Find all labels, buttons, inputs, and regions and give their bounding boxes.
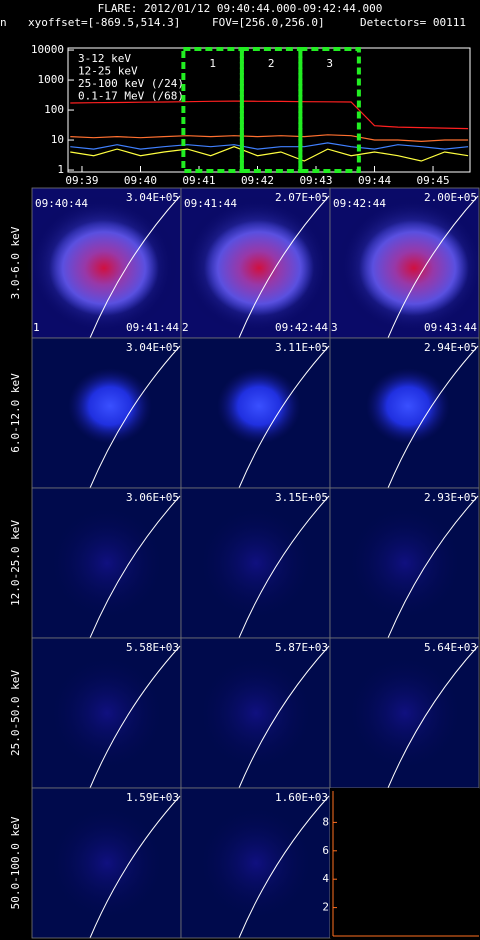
peak-value: 5.64E+03 <box>424 641 477 654</box>
start-time: 09:42:44 <box>333 197 386 210</box>
limb <box>89 495 181 639</box>
emission <box>196 803 316 923</box>
peak-value: 3.04E+05 <box>126 341 179 354</box>
prefix: n <box>0 16 7 29</box>
interval-box <box>239 47 303 173</box>
empty-tick-label: 8 <box>322 815 329 828</box>
limb <box>238 195 330 339</box>
peak-value: 2.93E+05 <box>424 491 477 504</box>
y-tick-label: 10 <box>51 133 64 146</box>
peak-value: 3.04E+05 <box>126 191 179 204</box>
limb <box>387 345 479 489</box>
x-tick-label: 09:43 <box>299 174 332 187</box>
peak-value: 3.15E+05 <box>275 491 328 504</box>
x-tick-label: 09:39 <box>65 174 98 187</box>
legend-entry: 0.1-17 MeV (/68) <box>78 90 184 103</box>
detectors: Detectors= 00111 <box>360 16 466 29</box>
panel-index: 2 <box>182 321 189 334</box>
end-time: 09:42:44 <box>275 321 328 334</box>
interval-box <box>298 47 361 173</box>
peak-value: 2.00E+05 <box>424 191 477 204</box>
series-line <box>70 100 469 130</box>
row-label: 6.0-12.0 keV <box>9 373 22 453</box>
limb <box>89 645 181 789</box>
y-tick-label: 100 <box>44 103 64 116</box>
limb <box>238 795 330 939</box>
x-tick-label: 09:42 <box>241 174 274 187</box>
emission <box>47 503 167 623</box>
legend-entry: 25-100 keV (/24) <box>78 77 184 90</box>
series-line <box>70 134 469 143</box>
emission <box>345 503 465 623</box>
image-grid: 3.0-6.0 keV 3.04E+05 09:40:44 09:41:44 1 2.07… <box>9 187 480 939</box>
y-tick-label: 1000 <box>38 73 65 86</box>
limb <box>89 795 181 939</box>
limb <box>238 495 330 639</box>
peak-value: 2.07E+05 <box>275 191 328 204</box>
end-time: 09:43:44 <box>424 321 477 334</box>
peak-value: 3.11E+05 <box>275 341 328 354</box>
peak-value: 2.94E+05 <box>424 341 477 354</box>
row-label: 12.0-25.0 keV <box>9 520 22 606</box>
interval-label: 2 <box>268 57 275 70</box>
end-time: 09:41:44 <box>126 321 179 334</box>
emission <box>196 503 316 623</box>
empty-tick-label: 6 <box>322 844 329 857</box>
emission <box>204 220 314 316</box>
interval-label: 1 <box>209 57 216 70</box>
limb <box>238 645 330 789</box>
lightcurve: 1 10 100 1000 10000 09:39 09:40 09:41 09:42 09:43… <box>31 43 471 187</box>
xyoffset: xyoffset=[-869.5,514.3] <box>28 16 180 29</box>
row-label: 50.0-100.0 keV <box>9 816 22 909</box>
limb <box>387 495 479 639</box>
emission <box>359 220 469 316</box>
peak-value: 5.58E+03 <box>126 641 179 654</box>
interval-label: 3 <box>326 57 333 70</box>
limb <box>387 195 479 339</box>
x-tick-label: 09:40 <box>124 174 157 187</box>
limb <box>89 195 181 339</box>
start-time: 09:40:44 <box>35 197 88 210</box>
emission <box>47 653 167 773</box>
emission <box>68 368 152 444</box>
x-tick-label: 09:41 <box>182 174 215 187</box>
fov: FOV=[256.0,256.0] <box>212 16 325 29</box>
emission <box>366 368 450 444</box>
row-label: 3.0-6.0 keV <box>9 226 22 299</box>
series-line <box>70 142 469 150</box>
peak-value: 5.87E+03 <box>275 641 328 654</box>
x-tick-label: 09:44 <box>358 174 391 187</box>
empty-tick-label: 4 <box>322 872 329 885</box>
legend-entry: 12-25 keV <box>78 65 138 78</box>
y-tick-label: 1 <box>57 163 64 176</box>
emission <box>217 368 301 444</box>
peak-value: 3.06E+05 <box>126 491 179 504</box>
empty-tick-label: 2 <box>322 901 329 914</box>
limb <box>238 345 330 489</box>
panel-index: 3 <box>331 321 338 334</box>
peak-value: 1.60E+03 <box>275 791 328 804</box>
interval-box <box>181 47 244 173</box>
y-tick-label: 10000 <box>31 43 64 56</box>
peak-value: 1.59E+03 <box>126 791 179 804</box>
x-tick-label: 09:45 <box>416 174 449 187</box>
limb <box>89 345 181 489</box>
emission <box>345 653 465 773</box>
empty-panel <box>330 788 479 938</box>
emission <box>196 653 316 773</box>
panel-index: 1 <box>33 321 40 334</box>
emission <box>47 803 167 923</box>
series-line <box>70 146 469 162</box>
start-time: 09:41:44 <box>184 197 237 210</box>
legend-entry: 3-12 keV <box>78 52 131 65</box>
row-label: 25.0-50.0 keV <box>9 670 22 756</box>
title: FLARE: 2012/01/12 09:40:44.000-09:42:44.… <box>98 2 383 15</box>
limb <box>387 645 479 789</box>
emission <box>49 220 159 316</box>
